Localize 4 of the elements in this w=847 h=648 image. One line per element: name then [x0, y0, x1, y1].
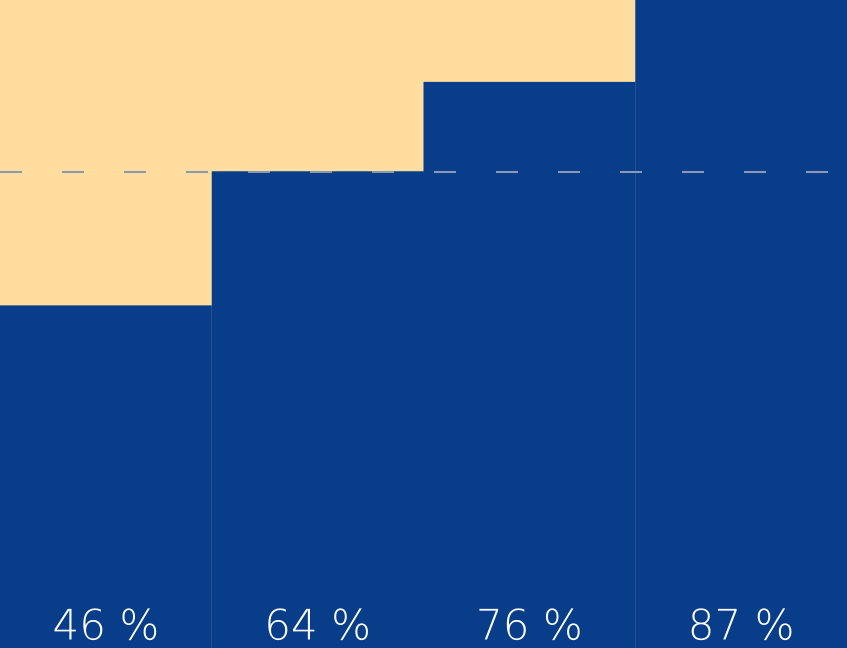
data-label: 64 %	[264, 600, 371, 648]
data-label: 87 %	[688, 600, 794, 648]
data-label: 76 %	[476, 600, 583, 648]
data-label: 46 %	[52, 600, 160, 648]
